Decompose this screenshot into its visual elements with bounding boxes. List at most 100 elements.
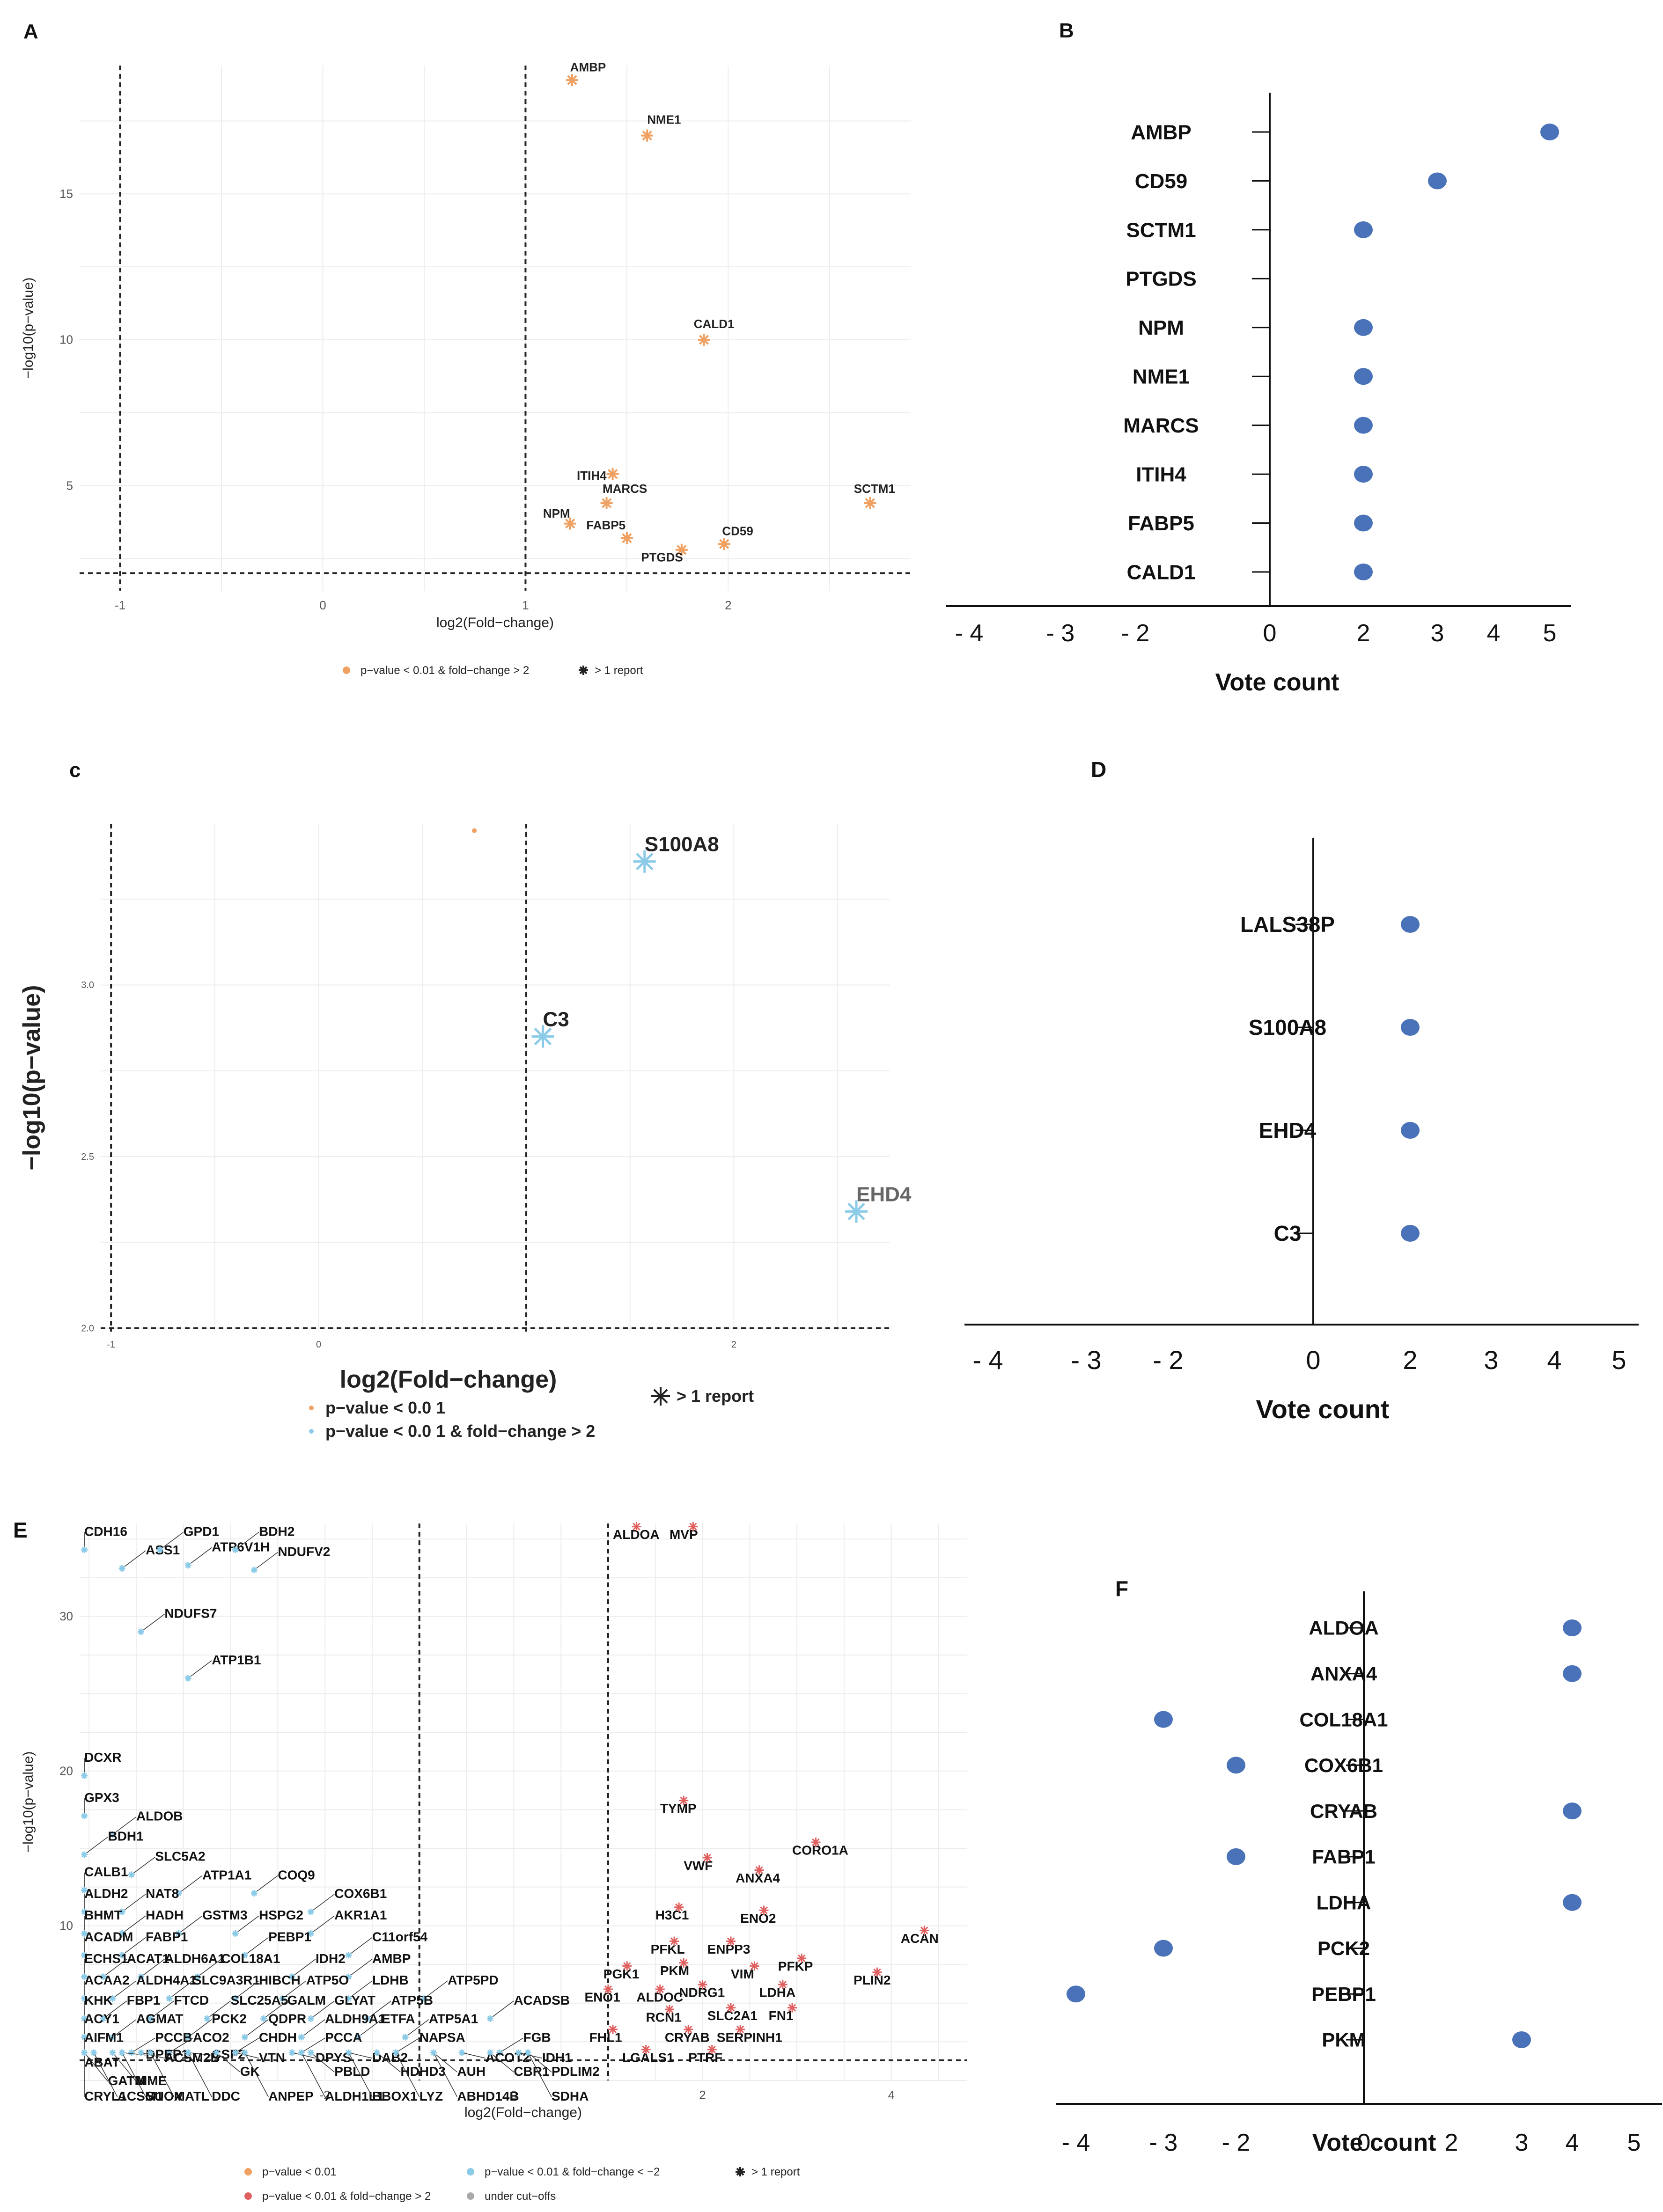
vote-dot-fabp1: [1227, 1848, 1245, 1865]
star-stroke: [865, 498, 876, 508]
vote-dot-sctm1: [1354, 221, 1373, 238]
gene-label-atp1a1: ATP1A1: [202, 1868, 251, 1882]
label-leader: [178, 1915, 203, 1934]
blue-point: [81, 1908, 88, 1915]
star-stroke: [289, 1974, 295, 1980]
panel-letter-D: D: [1091, 757, 1106, 782]
star-stroke: [364, 2015, 370, 2022]
vote-dot-marcs: [1354, 417, 1373, 434]
blue-point: [81, 1812, 88, 1819]
legend-star-icon: [736, 2167, 745, 2176]
red-point: [702, 1853, 712, 1862]
gene-label-atp6v1h: ATP6V1H: [212, 1540, 270, 1554]
category-label-marcs: MARCS: [1123, 414, 1199, 437]
blue-point: [184, 2049, 191, 2056]
label-leader: [424, 1980, 448, 1999]
star-stroke: [609, 2025, 617, 2034]
label-leader: [122, 2052, 146, 2097]
red-point: [679, 1958, 689, 1968]
red-point: [797, 1953, 807, 1963]
blue-point: [204, 2015, 211, 2022]
label-leader: [188, 2052, 212, 2097]
volcano-plot-A: -1 0 1 2 5 10 15 log2(Fold−change) −log10(p−valu…: [21, 60, 911, 630]
label-leader: [490, 2000, 514, 2019]
legend-label: > 1 report: [677, 1386, 754, 1406]
blue-point: [138, 1973, 145, 1980]
gene-label-fbp1: FBP1: [127, 1993, 161, 2007]
legend-c: p−value < 0.0 1 p−value < 0.0 1 & fold−ch…: [309, 1386, 754, 1441]
gene-label-vtn: VTN: [259, 2050, 285, 2065]
x-tick-label: 0: [319, 598, 326, 612]
label-leader: [433, 2052, 457, 2073]
y-axis-title: −log10(p−value): [21, 1751, 36, 1853]
vote-dot-cald1: [1354, 564, 1373, 580]
red-point: [872, 1967, 882, 1977]
star-stroke: [91, 2050, 97, 2056]
star-stroke: [736, 2168, 744, 2176]
star-stroke: [355, 2034, 361, 2040]
gene-label-ddc: DDC: [212, 2089, 240, 2103]
label-leader: [235, 1980, 259, 1999]
gene-label-atp5pd: ATP5PD: [448, 1973, 498, 1987]
data-point-ptgds: [675, 543, 688, 556]
gene-label-dcxr: DCXR: [84, 1750, 121, 1765]
blue-point: [232, 2049, 239, 2056]
star-stroke: [346, 2050, 352, 2056]
gene-label-acsm2b: ACSM2B: [164, 2050, 220, 2065]
panel-letter-c: c: [69, 759, 81, 782]
category-label-pebp1: PEBP1: [1311, 1983, 1376, 2005]
label-leader: [254, 1552, 278, 1570]
blue-point: [147, 2049, 154, 2056]
gene-label-acat1: ACAT1: [127, 1951, 169, 1966]
y-tick-label: 30: [59, 1609, 73, 1623]
panel-letter-A: A: [23, 20, 38, 43]
x-tick-label: - 3: [1149, 2129, 1178, 2156]
blue-point: [241, 2049, 248, 2056]
gene-label-pccb: PCCB: [155, 2030, 192, 2044]
blue-point: [81, 1995, 88, 2002]
blue-point: [166, 2049, 173, 2056]
gene-label-aldh1l1: ALDH1L1: [325, 2089, 384, 2103]
star-stroke: [147, 2050, 154, 2056]
star-stroke: [346, 1952, 352, 1958]
gene-label-atp5o: ATP5O: [306, 1973, 349, 1987]
star-stroke: [602, 498, 612, 508]
star-stroke: [675, 1903, 683, 1911]
gene-label-nat8: NAT8: [146, 1886, 179, 1901]
star-stroke: [788, 2004, 796, 2012]
legend-label: > 1 report: [751, 2166, 800, 2178]
star-stroke: [719, 539, 729, 549]
label-leader: [282, 1980, 307, 1999]
star-stroke: [727, 1937, 735, 1945]
red-point: [688, 1522, 698, 1531]
x-tick-label: 3: [1484, 1345, 1498, 1375]
star-stroke: [232, 1930, 238, 1936]
star-stroke: [261, 2015, 267, 2022]
label-leader: [206, 2000, 231, 2019]
vote-dot-nme1: [1354, 368, 1373, 385]
blue-point: [486, 2049, 493, 2056]
label-leader: [122, 1894, 146, 1912]
label-leader: [188, 2019, 212, 2038]
data-point-s100a8: [633, 850, 656, 873]
label-leader: [301, 2052, 325, 2097]
gene-label-pfkp: PFKP: [778, 1959, 813, 1973]
star-stroke: [736, 2025, 744, 2034]
point-label-cald1: CALD1: [694, 317, 735, 331]
star-stroke: [176, 1930, 182, 1936]
gene-label-qdpr: QDPR: [268, 2012, 306, 2026]
data-point-nme1: [641, 129, 654, 142]
label-leader: [348, 1937, 373, 1956]
star-stroke: [534, 1027, 552, 1046]
gene-label-atp1b1: ATP1B1: [212, 1653, 261, 1667]
star-stroke: [242, 2034, 248, 2040]
blue-point: [81, 1952, 88, 1959]
y-tick-label: 2.5: [81, 1152, 94, 1162]
vote-dot-npm: [1354, 319, 1373, 336]
category-label-cald1: CALD1: [1127, 561, 1196, 584]
blue-point: [81, 1851, 88, 1858]
category-label-fabp1: FABP1: [1312, 1846, 1375, 1868]
blue-point: [486, 2015, 493, 2022]
gene-label-enpp3: ENPP3: [707, 1942, 751, 1956]
blue-point: [81, 1973, 88, 1980]
